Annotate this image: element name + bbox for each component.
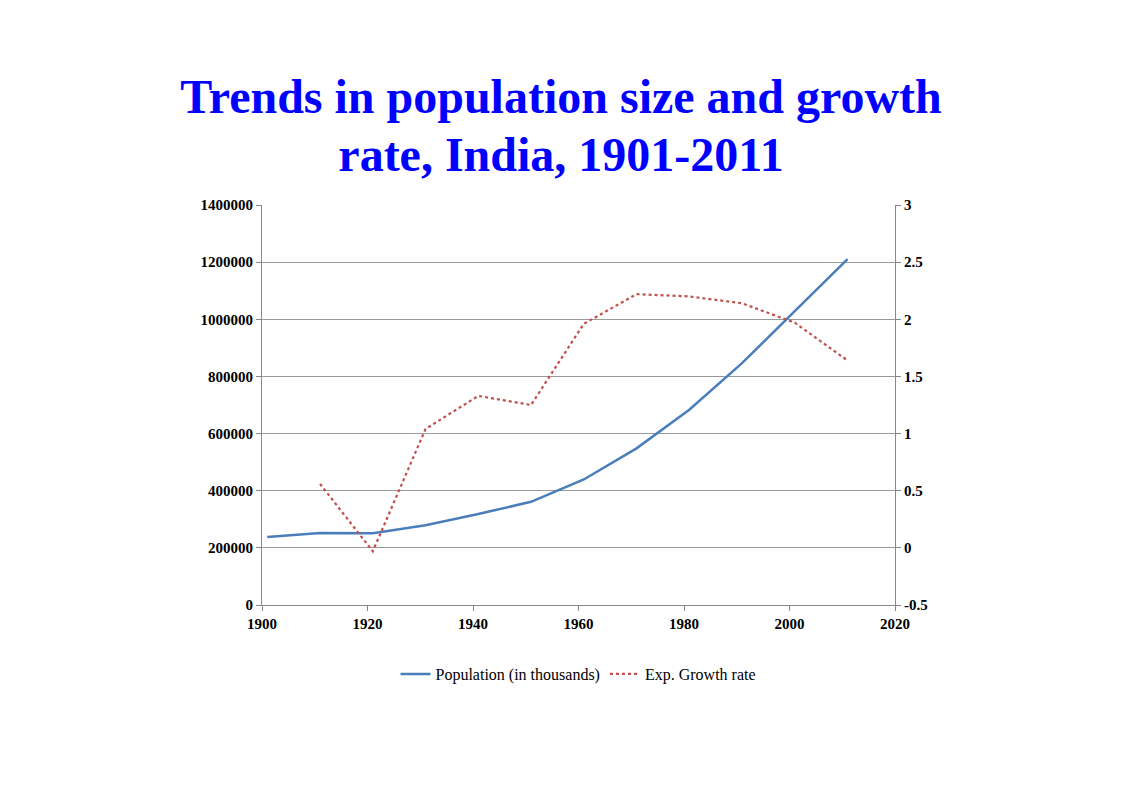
svg-text:2: 2 <box>904 312 912 328</box>
svg-text:2000: 2000 <box>775 616 805 632</box>
svg-text:1.5: 1.5 <box>904 369 923 385</box>
svg-text:1920: 1920 <box>353 616 383 632</box>
svg-text:1900: 1900 <box>247 616 277 632</box>
svg-text:2020: 2020 <box>880 616 910 632</box>
html-text:Trends in population size and: Trends in population size and growth rat… <box>180 70 942 181</box>
svg-text:1000000: 1000000 <box>201 312 254 328</box>
svg-text:1980: 1980 <box>669 616 699 632</box>
svg-text:1940: 1940 <box>458 616 488 632</box>
svg-text:2.5: 2.5 <box>904 254 923 270</box>
svg-text:Population (in thousands): Population (in thousands) <box>436 666 600 684</box>
svg-text:0: 0 <box>904 540 912 556</box>
svg-text:Exp. Growth rate: Exp. Growth rate <box>645 666 756 684</box>
svg-text:0: 0 <box>246 597 254 613</box>
svg-text:200000: 200000 <box>208 540 253 556</box>
svg-text:800000: 800000 <box>208 369 253 385</box>
svg-text:1200000: 1200000 <box>201 254 254 270</box>
svg-text:-0.5: -0.5 <box>904 597 928 613</box>
svg-text:600000: 600000 <box>208 426 253 442</box>
svg-text:1960: 1960 <box>564 616 594 632</box>
svg-text:0.5: 0.5 <box>904 483 923 499</box>
svg-text:3: 3 <box>904 197 912 213</box>
svg-text:1: 1 <box>904 426 912 442</box>
svg-text:1400000: 1400000 <box>201 197 254 213</box>
svg-text:400000: 400000 <box>208 483 253 499</box>
